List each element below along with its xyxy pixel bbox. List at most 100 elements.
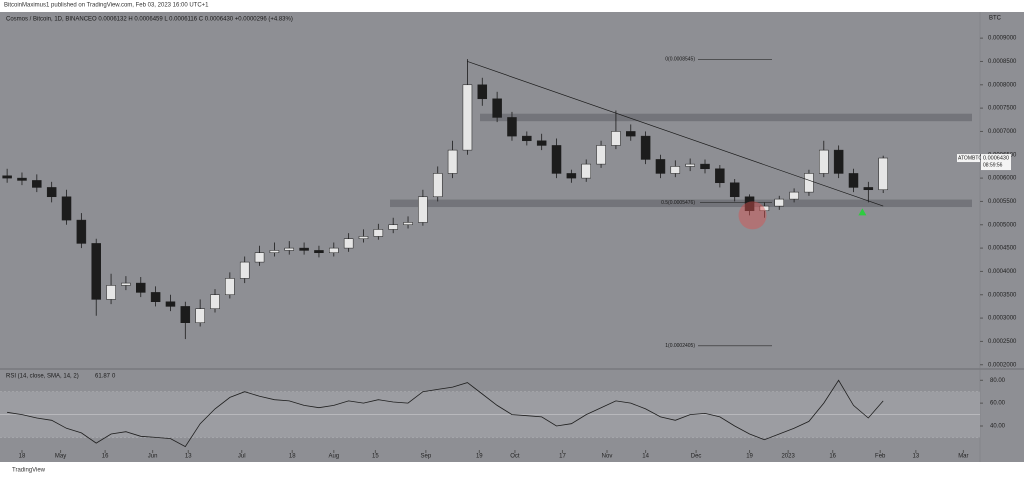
signal-arrow	[858, 208, 867, 216]
candle-body	[551, 145, 562, 174]
axis-unit: BTC	[989, 16, 1002, 22]
candle-body	[358, 236, 369, 240]
x-tick-label: Mar	[958, 454, 968, 460]
x-tick-label: Aug	[328, 454, 339, 460]
candle-body	[685, 163, 695, 167]
candle-body	[655, 159, 666, 174]
candle-body	[225, 278, 235, 295]
candle-body	[863, 187, 874, 191]
candle-body	[403, 222, 413, 226]
candle-body	[432, 173, 443, 198]
y-tick-label: 0.0002000	[988, 362, 1017, 368]
y-tick-label: 0.0009000	[988, 36, 1017, 42]
candle-body	[819, 149, 829, 174]
candle-body	[729, 182, 740, 198]
candle-body	[150, 292, 161, 302]
x-tick-label: 15	[372, 454, 379, 460]
y-tick-label: 0.0003500	[988, 292, 1017, 298]
candle-body	[581, 163, 591, 179]
rsi-line	[7, 379, 884, 448]
candle-body	[626, 131, 636, 137]
x-tick-label: 18	[19, 454, 26, 460]
price-tag	[981, 154, 1011, 171]
candle-body	[239, 261, 250, 279]
trendline	[467, 61, 884, 207]
candle-body	[2, 175, 12, 179]
candle-body	[566, 173, 577, 179]
x-tick-label: 2023	[781, 454, 795, 460]
candle-body	[640, 135, 651, 160]
candle-body	[522, 135, 532, 142]
candle-body	[536, 140, 547, 146]
rsi-tick-label: 40.00	[990, 424, 1006, 430]
candle-body	[670, 166, 681, 174]
candle-body	[121, 282, 131, 286]
x-tick-label: 16	[829, 454, 836, 460]
x-tick-label: Dec	[691, 454, 702, 460]
x-tick-label: Jul	[238, 454, 246, 460]
candle-body	[46, 187, 57, 198]
plot-layer: 0(0.0008545) 0.5(0.0005476) 1(0.0002405) 0.…	[0, 36, 1017, 460]
symbol-tag	[957, 154, 980, 163]
x-tick-label: Feb	[875, 454, 886, 460]
candle-body	[343, 238, 354, 249]
candle-body	[388, 224, 398, 230]
candle-body	[774, 198, 784, 207]
candle-body	[299, 247, 309, 251]
candle-body	[76, 219, 87, 244]
chart-title: Cosmos / Bitcoin, 1D, BINANCE	[6, 17, 92, 23]
candle-body	[373, 229, 384, 237]
candle-body	[447, 149, 458, 174]
fib-label: 1(0.0002405)	[665, 343, 695, 349]
zone	[480, 113, 972, 122]
x-tick-label: 19	[476, 454, 483, 460]
candle-body	[700, 163, 710, 170]
rsi-last: 61.87	[95, 374, 111, 380]
rsi-sma: 0	[112, 374, 116, 380]
y-tick-label: 0.0007000	[988, 129, 1017, 135]
y-tick-label: 0.0005500	[988, 199, 1017, 205]
candle-body	[804, 173, 814, 193]
x-tick-label: 19	[746, 454, 753, 460]
rsi-title: RSI (14, close, SMA, 14, 2)	[6, 374, 79, 380]
zone	[390, 199, 972, 208]
candle-body	[329, 247, 339, 254]
y-tick-label: 0.0008000	[988, 82, 1017, 88]
candle-body	[715, 168, 725, 184]
candle-body	[878, 157, 888, 191]
candle-body	[759, 205, 770, 212]
candle-body	[492, 98, 502, 118]
candle-body	[789, 191, 799, 200]
x-tick-label: Oct	[510, 454, 520, 460]
x-tick-label: 17	[559, 454, 566, 460]
y-tick-label: 0.0007500	[988, 106, 1017, 112]
ohlc-legend: O 0.0006132 H 0.0006459 L 0.0006116 C 0.…	[92, 17, 293, 23]
candle-body	[91, 243, 101, 300]
candle-body	[136, 282, 146, 293]
candle-body	[254, 252, 265, 263]
x-tick-label: 14	[642, 454, 649, 460]
highlight-circle	[738, 201, 767, 230]
background	[0, 12, 1024, 462]
candle-body	[61, 196, 72, 221]
x-tick-label: Sep	[421, 454, 432, 460]
y-tick-label: 0.0004500	[988, 246, 1017, 252]
rsi-tick-label: 60.00	[990, 401, 1006, 407]
candle-body	[462, 84, 473, 151]
candle-body	[314, 250, 324, 254]
y-tick-label: 0.0008500	[988, 59, 1017, 65]
candle-body	[32, 180, 42, 188]
candle-body	[210, 294, 220, 309]
y-tick-label: 0.0003000	[988, 316, 1017, 322]
y-tick-label: 0.0006000	[988, 176, 1017, 182]
candle-body	[477, 84, 488, 100]
candle-body	[195, 308, 205, 323]
y-tick-label: 0.0002500	[988, 339, 1017, 345]
fib-label: 0(0.0008545)	[665, 57, 695, 63]
header: BitcoinMaximus1 published on TradingView…	[4, 3, 209, 9]
x-tick-label: 18	[289, 454, 296, 460]
x-tick-label: Jun	[148, 454, 158, 460]
x-tick-label: May	[55, 454, 66, 460]
x-tick-label: 13	[185, 454, 192, 460]
fib-label: 0.5(0.0005476)	[661, 200, 695, 206]
